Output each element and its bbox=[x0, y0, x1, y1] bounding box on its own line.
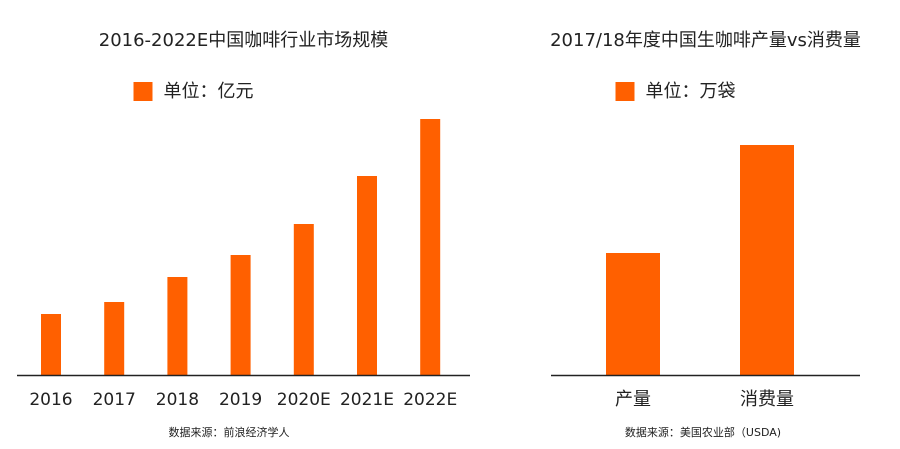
bar bbox=[230, 255, 251, 375]
x-tick-label: 2019 bbox=[219, 390, 262, 410]
x-tick-label: 2017 bbox=[93, 390, 136, 410]
x-tick-label: 2022E bbox=[403, 390, 457, 410]
bar bbox=[104, 302, 125, 375]
bar bbox=[606, 253, 660, 375]
bar bbox=[41, 314, 61, 375]
bar bbox=[357, 176, 377, 375]
legend-label: 单位：亿元 bbox=[164, 81, 254, 102]
bar bbox=[167, 277, 188, 375]
source-note: 数据来源：美国农业部（USDA) bbox=[625, 425, 781, 439]
chart-title: 2017/18年度中国生咖啡产量vs消费量 bbox=[550, 30, 861, 51]
x-tick-label: 消费量 bbox=[740, 389, 794, 410]
chart-title: 2016-2022E中国咖啡行业市场规模 bbox=[99, 30, 388, 51]
legend-swatch bbox=[133, 82, 153, 101]
bar bbox=[740, 145, 794, 375]
x-tick-label: 2021E bbox=[340, 390, 394, 410]
x-tick-label: 产量 bbox=[615, 389, 651, 410]
bar bbox=[420, 119, 441, 375]
x-tick-label: 2018 bbox=[156, 390, 199, 410]
legend-swatch bbox=[615, 82, 635, 101]
x-tick-label: 2020E bbox=[277, 390, 331, 410]
source-note: 数据来源：前浪经济学人 bbox=[169, 425, 290, 439]
bar bbox=[293, 224, 314, 375]
legend-label: 单位：万袋 bbox=[646, 81, 736, 102]
x-tick-label: 2016 bbox=[29, 390, 72, 410]
